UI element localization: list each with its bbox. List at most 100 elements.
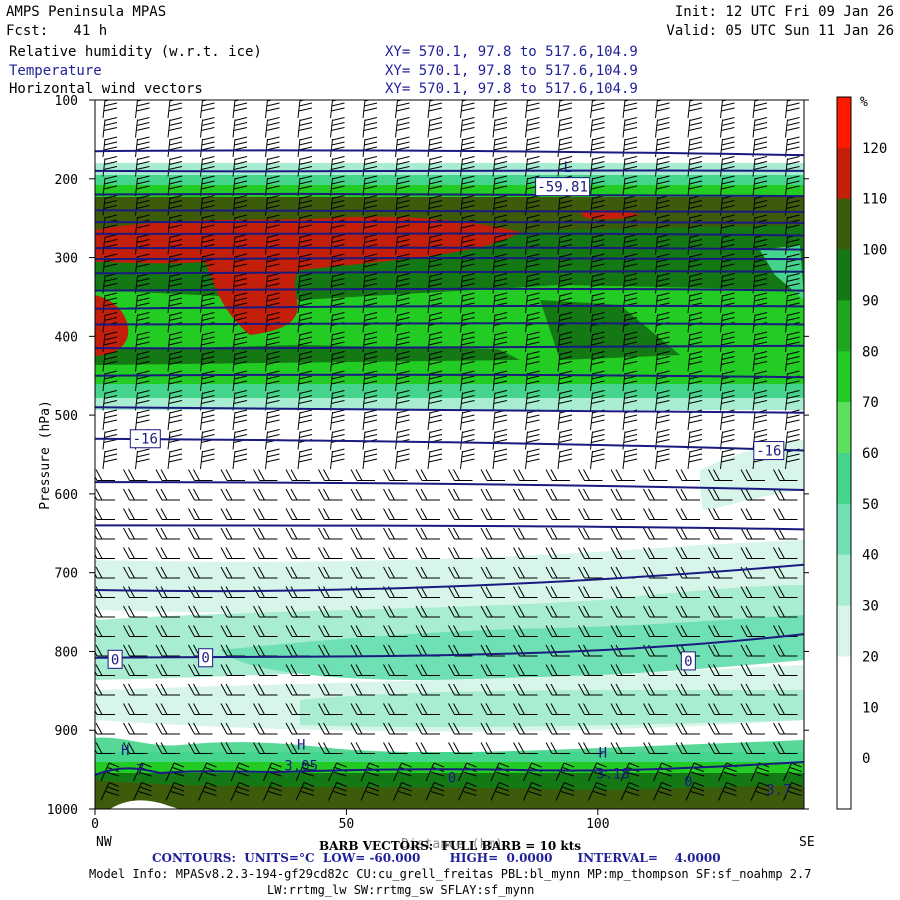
wind-barb [188,722,213,735]
wind-barb [220,547,245,559]
wind-barb [773,586,798,598]
wind-barb [123,547,148,559]
wind-barb [578,742,603,754]
wind-barb [720,351,735,372]
wind-barb [590,195,605,216]
terrain-bump [110,800,180,809]
wind-barb [200,117,215,138]
wind-barb [557,331,573,353]
wind-barb [318,625,343,637]
wind-barb [285,703,310,715]
wind-barb [318,527,343,540]
wind-barb [480,722,505,735]
wind-barb [318,742,343,754]
y-tick-label: 800 [55,645,78,660]
wind-barb [513,488,538,501]
wind-barb [415,703,440,715]
y-tick-label: 400 [55,330,78,345]
wind-barb [783,782,802,801]
wind-barb [253,469,278,481]
contour-label: 3.18 [596,767,630,783]
wind-barb [135,175,150,197]
wind-barb [752,175,768,197]
wind-barb [188,566,213,579]
wind-barb [135,292,150,314]
wind-barb [427,409,443,431]
wind-barb [480,547,505,559]
wind-barb [610,664,635,676]
rh-bl-olive [95,780,804,809]
wind-barb [578,527,603,540]
wind-barb [253,488,278,501]
wind-barb [785,156,800,177]
wind-barb [578,469,603,481]
wind-barb [415,566,440,579]
wind-barb [102,409,118,431]
y-tick-label: 100 [55,94,78,109]
wind-barb [773,703,798,715]
temperature-contour [95,270,804,275]
wind-barb [590,390,605,411]
wind-barb [675,625,700,637]
wind-barb [480,566,505,579]
wind-barb [415,488,440,501]
wind-barb [188,683,213,696]
wind-barb [415,625,440,637]
wind-barb [167,409,183,431]
wind-barb [253,664,278,676]
wind-barb [480,488,505,501]
wind-barb [545,488,570,501]
wind-barb [557,117,573,138]
wind-barb [513,508,538,520]
wind-barb [513,703,538,715]
wind-barb [362,234,378,255]
wind-barb [655,292,670,314]
wind-barb [708,508,733,520]
wind-barb [675,469,700,481]
wind-barb [643,742,668,754]
wind-barb [188,664,213,676]
wind-barb [135,195,150,216]
wind-barb [265,100,280,119]
contour-label-box [129,429,161,449]
wind-barb [265,292,280,314]
rh-lower-mid [220,615,804,680]
wind-barb [687,136,703,158]
wind-barb [610,508,635,520]
wind-barb [220,683,245,696]
wind-barb [102,331,118,353]
wind-barb [545,742,570,754]
temperature-contour [95,149,804,157]
wind-barb [415,742,440,754]
temperature-contour [95,256,804,261]
y-axis-label: Pressure (hPa) [38,400,53,510]
wind-barb [188,703,213,715]
wind-barb [383,742,408,754]
wind-barb [102,175,118,197]
wind-barb [285,508,310,520]
wind-barb [362,156,378,177]
wind-barb [590,136,605,158]
barb-legend: BARB VECTORS: FULL BARB = 10 kts [318,839,582,853]
wind-barb [492,175,508,197]
contour-labels-layer: -59.81 -16 -16 0 0 0 0 0 3.05 3.18 3.7 7 L H H H [107,160,792,798]
wind-barb [492,331,508,353]
wind-barb [165,762,185,782]
wind-barb [752,156,768,177]
x-tick-label: 0 [91,817,99,832]
wind-barb [155,469,180,481]
rh-lower-light-3 [300,690,804,728]
wind-barb [720,214,735,236]
wind-barb [655,390,670,411]
wind-barb [460,331,475,353]
wind-barb [687,448,703,470]
wind-barb [155,722,180,735]
wind-barb [135,234,150,255]
wind-barb [318,547,343,559]
wind-barb [102,429,118,450]
wind-barb [578,488,603,501]
wind-barb [427,351,443,372]
wind-barb [188,742,213,754]
wind-barb [350,742,375,754]
wind-barb [578,547,603,559]
